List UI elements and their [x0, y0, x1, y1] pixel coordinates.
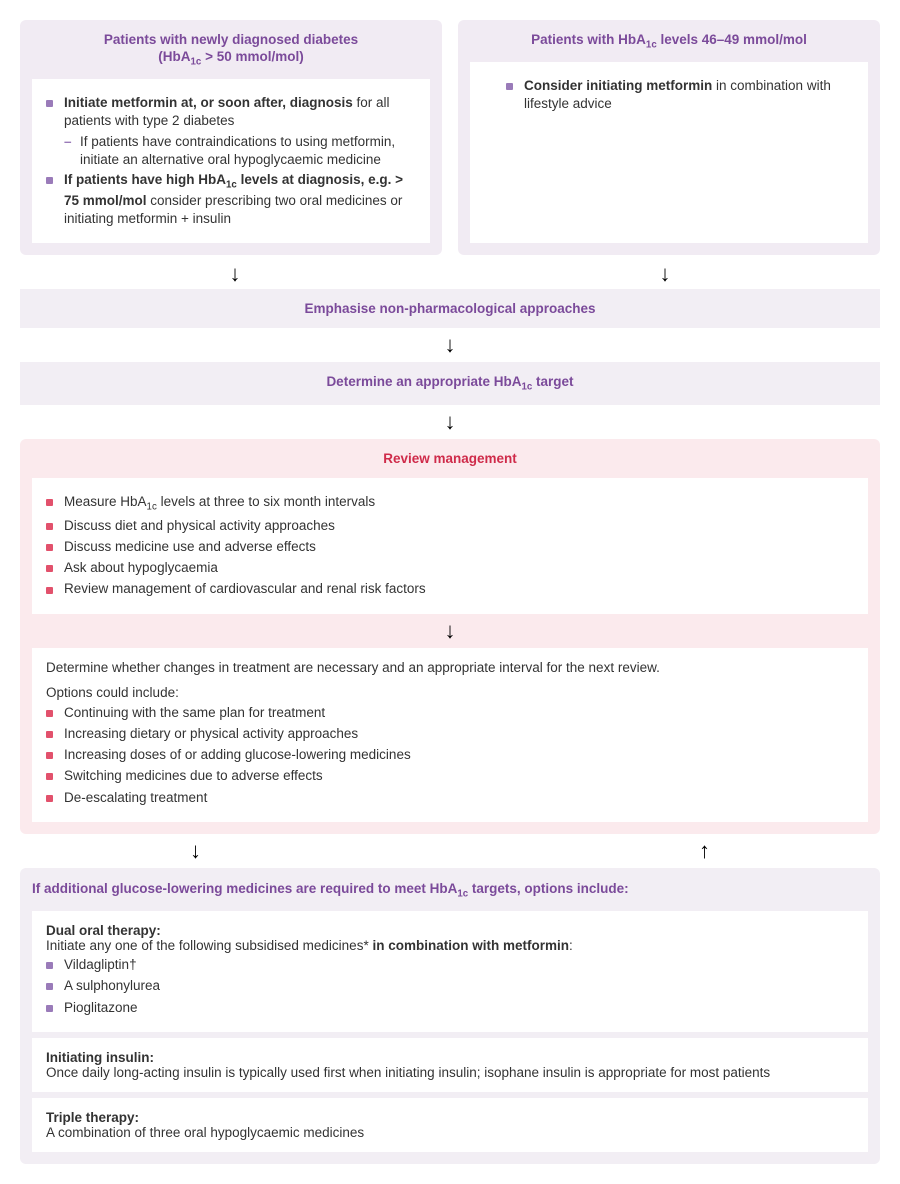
list-item: Discuss diet and physical activity appro…: [46, 517, 854, 535]
bullet-list: Continuing with the same plan for treatm…: [46, 704, 854, 807]
title-sub: 1c: [646, 40, 657, 51]
list-item: Vildagliptin†: [46, 956, 854, 974]
arrow-down-icon: ↓: [445, 620, 456, 642]
list-item: Increasing dietary or physical activity …: [46, 725, 854, 743]
title-line-1: Patients with newly diagnosed diabetes: [104, 32, 358, 47]
arrow-down-icon: ↓: [660, 263, 671, 285]
bullet-bold: Initiate metformin at, or soon after, di…: [64, 95, 353, 110]
item-post: levels at three to six month intervals: [157, 494, 375, 509]
arrow-pair: ↓ ↑: [20, 840, 880, 862]
item-sub: 1c: [147, 502, 157, 513]
box-dual-oral: Dual oral therapy: Initiate any one of t…: [32, 911, 868, 1032]
intro-pre: Initiate any one of the following subsid…: [46, 938, 363, 953]
panel-title: Patients with newly diagnosed diabetes (…: [32, 32, 430, 69]
arrow-wrap: ↓: [20, 411, 880, 433]
sub-heading-text: Dual oral therapy:: [46, 923, 161, 938]
paragraph: Determine whether changes in treatment a…: [46, 660, 854, 675]
list-item: Consider initiating metformin in combina…: [506, 77, 854, 113]
box-initiating-insulin: Initiating insulin: Once daily long-acti…: [32, 1038, 868, 1092]
body-text: A combination of three oral hypoglycaemi…: [46, 1125, 854, 1140]
intro-line: Initiate any one of the following subsid…: [46, 938, 854, 953]
arrow-up-icon: ↑: [699, 840, 710, 862]
sub-heading: Dual oral therapy:: [46, 923, 854, 938]
bullet-bold-sub: 1c: [226, 180, 237, 191]
panel-46-49: Patients with HbA1c levels 46–49 mmol/mo…: [458, 20, 880, 255]
bar-label-post: target: [532, 374, 573, 389]
title-post: targets, options include:: [468, 881, 629, 896]
list-item: Pioglitazone: [46, 999, 854, 1017]
list-item: Increasing doses of or adding glucose-lo…: [46, 746, 854, 764]
list-item: Ask about hypoglycaemia: [46, 559, 854, 577]
arrow-row: ↓ ↓: [20, 263, 880, 285]
arrow-wrap: ↓: [32, 620, 868, 642]
content-box: Consider initiating metformin in combina…: [470, 62, 868, 244]
top-row: Patients with newly diagnosed diabetes (…: [20, 20, 880, 255]
panel-title: Patients with HbA1c levels 46–49 mmol/mo…: [470, 32, 868, 52]
title-line-2-sub: 1c: [191, 57, 202, 68]
body-text: Once daily long-acting insulin is typica…: [46, 1065, 854, 1080]
bullet-list: Initiate metformin at, or soon after, di…: [46, 94, 416, 229]
arrow-down-icon: ↓: [445, 411, 456, 433]
title-pre: Patients with HbA: [531, 32, 646, 47]
list-item: Review management of cardiovascular and …: [46, 580, 854, 598]
bullet-list: Vildagliptin† A sulphonylurea Pioglitazo…: [46, 956, 854, 1017]
title-line-2-pre: (HbA: [158, 49, 190, 64]
bullet-bold: Consider initiating metformin: [524, 78, 712, 93]
list-item: A sulphonylurea: [46, 977, 854, 995]
sub-list: If patients have contraindications to us…: [64, 133, 416, 168]
list-item: Switching medicines due to adverse effec…: [46, 767, 854, 785]
bullet-list: Measure HbA1c levels at three to six mon…: [46, 493, 854, 599]
bar-label: Emphasise non-pharmacological approaches: [304, 301, 595, 316]
title-pre: If additional glucose-lowering medicines…: [32, 881, 457, 896]
list-item: Initiate metformin at, or soon after, di…: [46, 94, 416, 169]
list-item: Measure HbA1c levels at three to six mon…: [46, 493, 854, 514]
sub-heading: Initiating insulin:: [46, 1050, 854, 1065]
box-triple-therapy: Triple therapy: A combination of three o…: [32, 1098, 868, 1152]
list-item: Discuss medicine use and adverse effects: [46, 538, 854, 556]
bullet-list: Consider initiating metformin in combina…: [484, 77, 854, 113]
bar-label-sub: 1c: [521, 382, 532, 393]
arrow-down-icon: ↓: [230, 263, 241, 285]
bar-hba1c-target: Determine an appropriate HbA1c target: [20, 362, 880, 405]
section-title: If additional glucose-lowering medicines…: [32, 880, 868, 901]
bullet-bold-pre: If patients have high HbA: [64, 172, 226, 187]
title-text: Review management: [383, 451, 517, 466]
intro-bold: in combination with metformin: [369, 938, 569, 953]
panel-title: Review management: [32, 451, 868, 468]
sub-list-item: If patients have contraindications to us…: [64, 133, 416, 168]
intro-post: :: [569, 938, 573, 953]
panel-additional-medicines: If additional glucose-lowering medicines…: [20, 868, 880, 1164]
content-box: Initiate metformin at, or soon after, di…: [32, 79, 430, 244]
paragraph: Options could include:: [46, 685, 854, 700]
content-box-2: Determine whether changes in treatment a…: [32, 648, 868, 822]
item-text: Vildagliptin: [64, 957, 129, 972]
sub-heading-text: Triple therapy:: [46, 1110, 139, 1125]
item-pre: Measure HbA: [64, 494, 147, 509]
bar-non-pharma: Emphasise non-pharmacological approaches: [20, 289, 880, 328]
list-item: De-escalating treatment: [46, 789, 854, 807]
title-post: levels 46–49 mmol/mol: [657, 32, 807, 47]
list-item: Continuing with the same plan for treatm…: [46, 704, 854, 722]
sub-heading: Triple therapy:: [46, 1110, 854, 1125]
arrow-wrap: ↓: [20, 334, 880, 356]
dagger: †: [129, 957, 137, 972]
arrow-down-icon: ↓: [445, 334, 456, 356]
title-line-2-post: > 50 mmol/mol): [201, 49, 303, 64]
arrow-down-icon: ↓: [190, 840, 201, 862]
content-box-1: Measure HbA1c levels at three to six mon…: [32, 478, 868, 614]
sub-heading-text: Initiating insulin:: [46, 1050, 154, 1065]
bar-label-pre: Determine an appropriate HbA: [326, 374, 521, 389]
panel-review-management: Review management Measure HbA1c levels a…: [20, 439, 880, 834]
panel-newly-diagnosed: Patients with newly diagnosed diabetes (…: [20, 20, 442, 255]
title-sub: 1c: [457, 888, 468, 899]
list-item: If patients have high HbA1c levels at di…: [46, 171, 416, 228]
